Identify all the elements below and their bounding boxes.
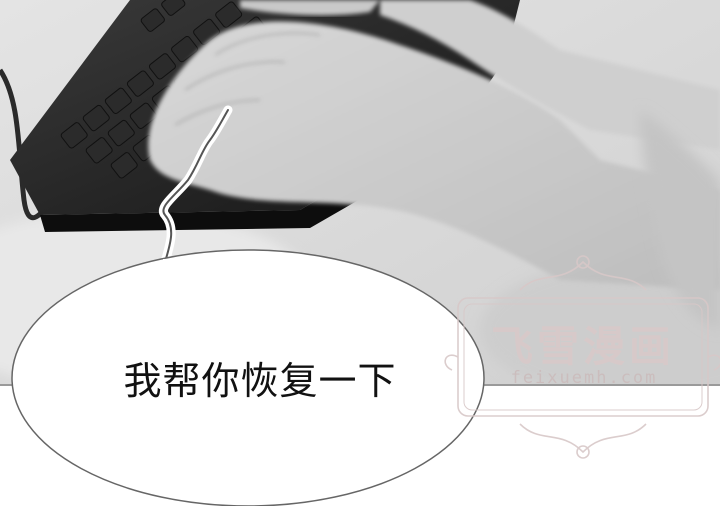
watermark-title: 飞雪漫画: [490, 322, 675, 371]
speech-text: 我帮你恢复一下: [123, 359, 397, 403]
watermark-url: feixuemh.com: [510, 368, 658, 388]
